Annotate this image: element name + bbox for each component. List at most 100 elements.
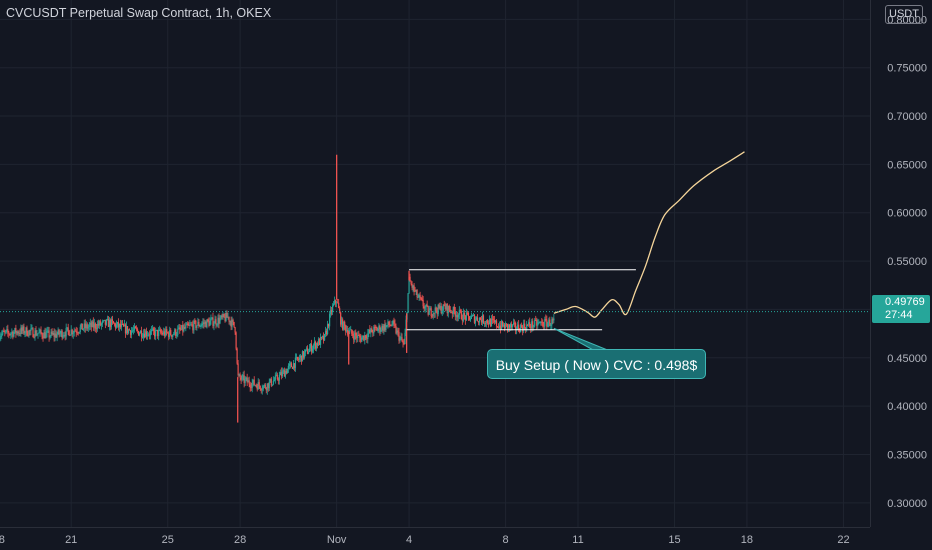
candle-body [317, 339, 320, 346]
candle-body [397, 330, 399, 332]
candle-body [177, 329, 179, 335]
candle-body [312, 345, 315, 349]
candle-body [63, 335, 65, 336]
candle-body [8, 332, 10, 335]
candle-body [109, 320, 112, 327]
candle-body [271, 384, 273, 386]
candle-body [517, 324, 519, 330]
projection-path [553, 151, 745, 318]
candle-body [114, 323, 117, 328]
candle-body [70, 329, 72, 335]
candle-body [487, 323, 490, 325]
candle-body [193, 320, 195, 331]
candle-body [241, 375, 243, 380]
candle-body [449, 309, 451, 312]
candle-body [64, 335, 66, 337]
candle-body [478, 317, 481, 323]
candle-body [54, 333, 56, 337]
candle-body [285, 370, 287, 374]
candle-body [79, 327, 81, 332]
candle-body [243, 375, 245, 383]
candle-body [258, 382, 260, 386]
candle-body [486, 320, 489, 324]
candle-body [153, 328, 155, 331]
candle-body [540, 321, 542, 323]
candle-body [107, 319, 109, 327]
candle-body [217, 317, 219, 325]
candle-body [351, 329, 353, 334]
candle-body [398, 331, 400, 341]
symbol-title[interactable]: CVCUSDT Perpetual Swap Contract, 1h, OKE… [6, 6, 272, 20]
candle-body [459, 310, 461, 312]
time-tick-label: 4 [406, 534, 412, 546]
candle-body [196, 325, 198, 328]
candle-body [352, 333, 354, 336]
candle-body [18, 332, 20, 334]
candle-body [108, 320, 111, 327]
candle-body [74, 330, 76, 332]
candle-body [43, 332, 45, 339]
candle-body [481, 315, 484, 323]
candle-body [46, 331, 48, 333]
candle-body [125, 326, 128, 334]
candle-body [522, 326, 524, 332]
candle-body [319, 336, 322, 345]
currency-button[interactable]: USDT [885, 5, 923, 24]
candle-body [407, 293, 409, 313]
candle-body [86, 324, 88, 329]
candle-body [470, 316, 473, 319]
price-tick-label: 0.70000 [887, 111, 927, 123]
candle-body [206, 319, 208, 328]
candle-body [14, 328, 16, 333]
candle-body [207, 319, 209, 322]
candle-body [367, 333, 369, 339]
candle-body [431, 315, 433, 317]
candle-body [498, 325, 501, 329]
price-axis[interactable]: 0.300000.350000.400000.450000.500000.550… [870, 0, 932, 550]
candle-body [333, 303, 335, 306]
candle-body [50, 331, 52, 337]
candle-body [268, 381, 270, 389]
candle-body [240, 377, 242, 380]
candle-body [277, 379, 279, 381]
candle-body [453, 306, 455, 312]
candle-body [534, 319, 536, 326]
candle-body [445, 304, 447, 310]
candle-body [150, 331, 152, 336]
candle-body [0, 335, 2, 338]
candle-body [491, 318, 494, 320]
candle-body [214, 319, 216, 324]
candle-body [221, 315, 223, 318]
candle-body [504, 323, 507, 329]
candle-body [508, 324, 510, 329]
candle-body [160, 329, 162, 333]
candle-body [232, 319, 234, 322]
candle-body [42, 336, 44, 339]
candle-body [483, 323, 486, 324]
candle-body [266, 383, 268, 391]
candle-body [287, 365, 289, 370]
candle-body [502, 324, 505, 327]
candle-body [180, 329, 182, 331]
candle-body [35, 330, 37, 336]
candle-body [123, 324, 126, 327]
candle-body [335, 300, 337, 304]
candle-body [460, 311, 462, 320]
candle-body [253, 379, 255, 386]
candle-body [264, 384, 266, 388]
time-axis[interactable]: 18 21 25 28 Nov 4 8 11 15 18 22 [0, 527, 870, 547]
candle-body [211, 317, 213, 319]
candle-body [419, 295, 421, 298]
candle-body [526, 324, 528, 331]
candle-body [373, 326, 375, 334]
candle-body [296, 357, 299, 360]
candle-body [544, 319, 546, 327]
candle-body [362, 335, 364, 338]
candle-body [65, 328, 67, 337]
candle-body [391, 324, 393, 326]
price-tick-label: 0.60000 [887, 208, 927, 220]
candle-body [496, 326, 499, 328]
candle-body [400, 337, 402, 339]
buy-setup-callout[interactable]: Buy Setup ( Now ) CVC : 0.498$ [487, 349, 706, 379]
